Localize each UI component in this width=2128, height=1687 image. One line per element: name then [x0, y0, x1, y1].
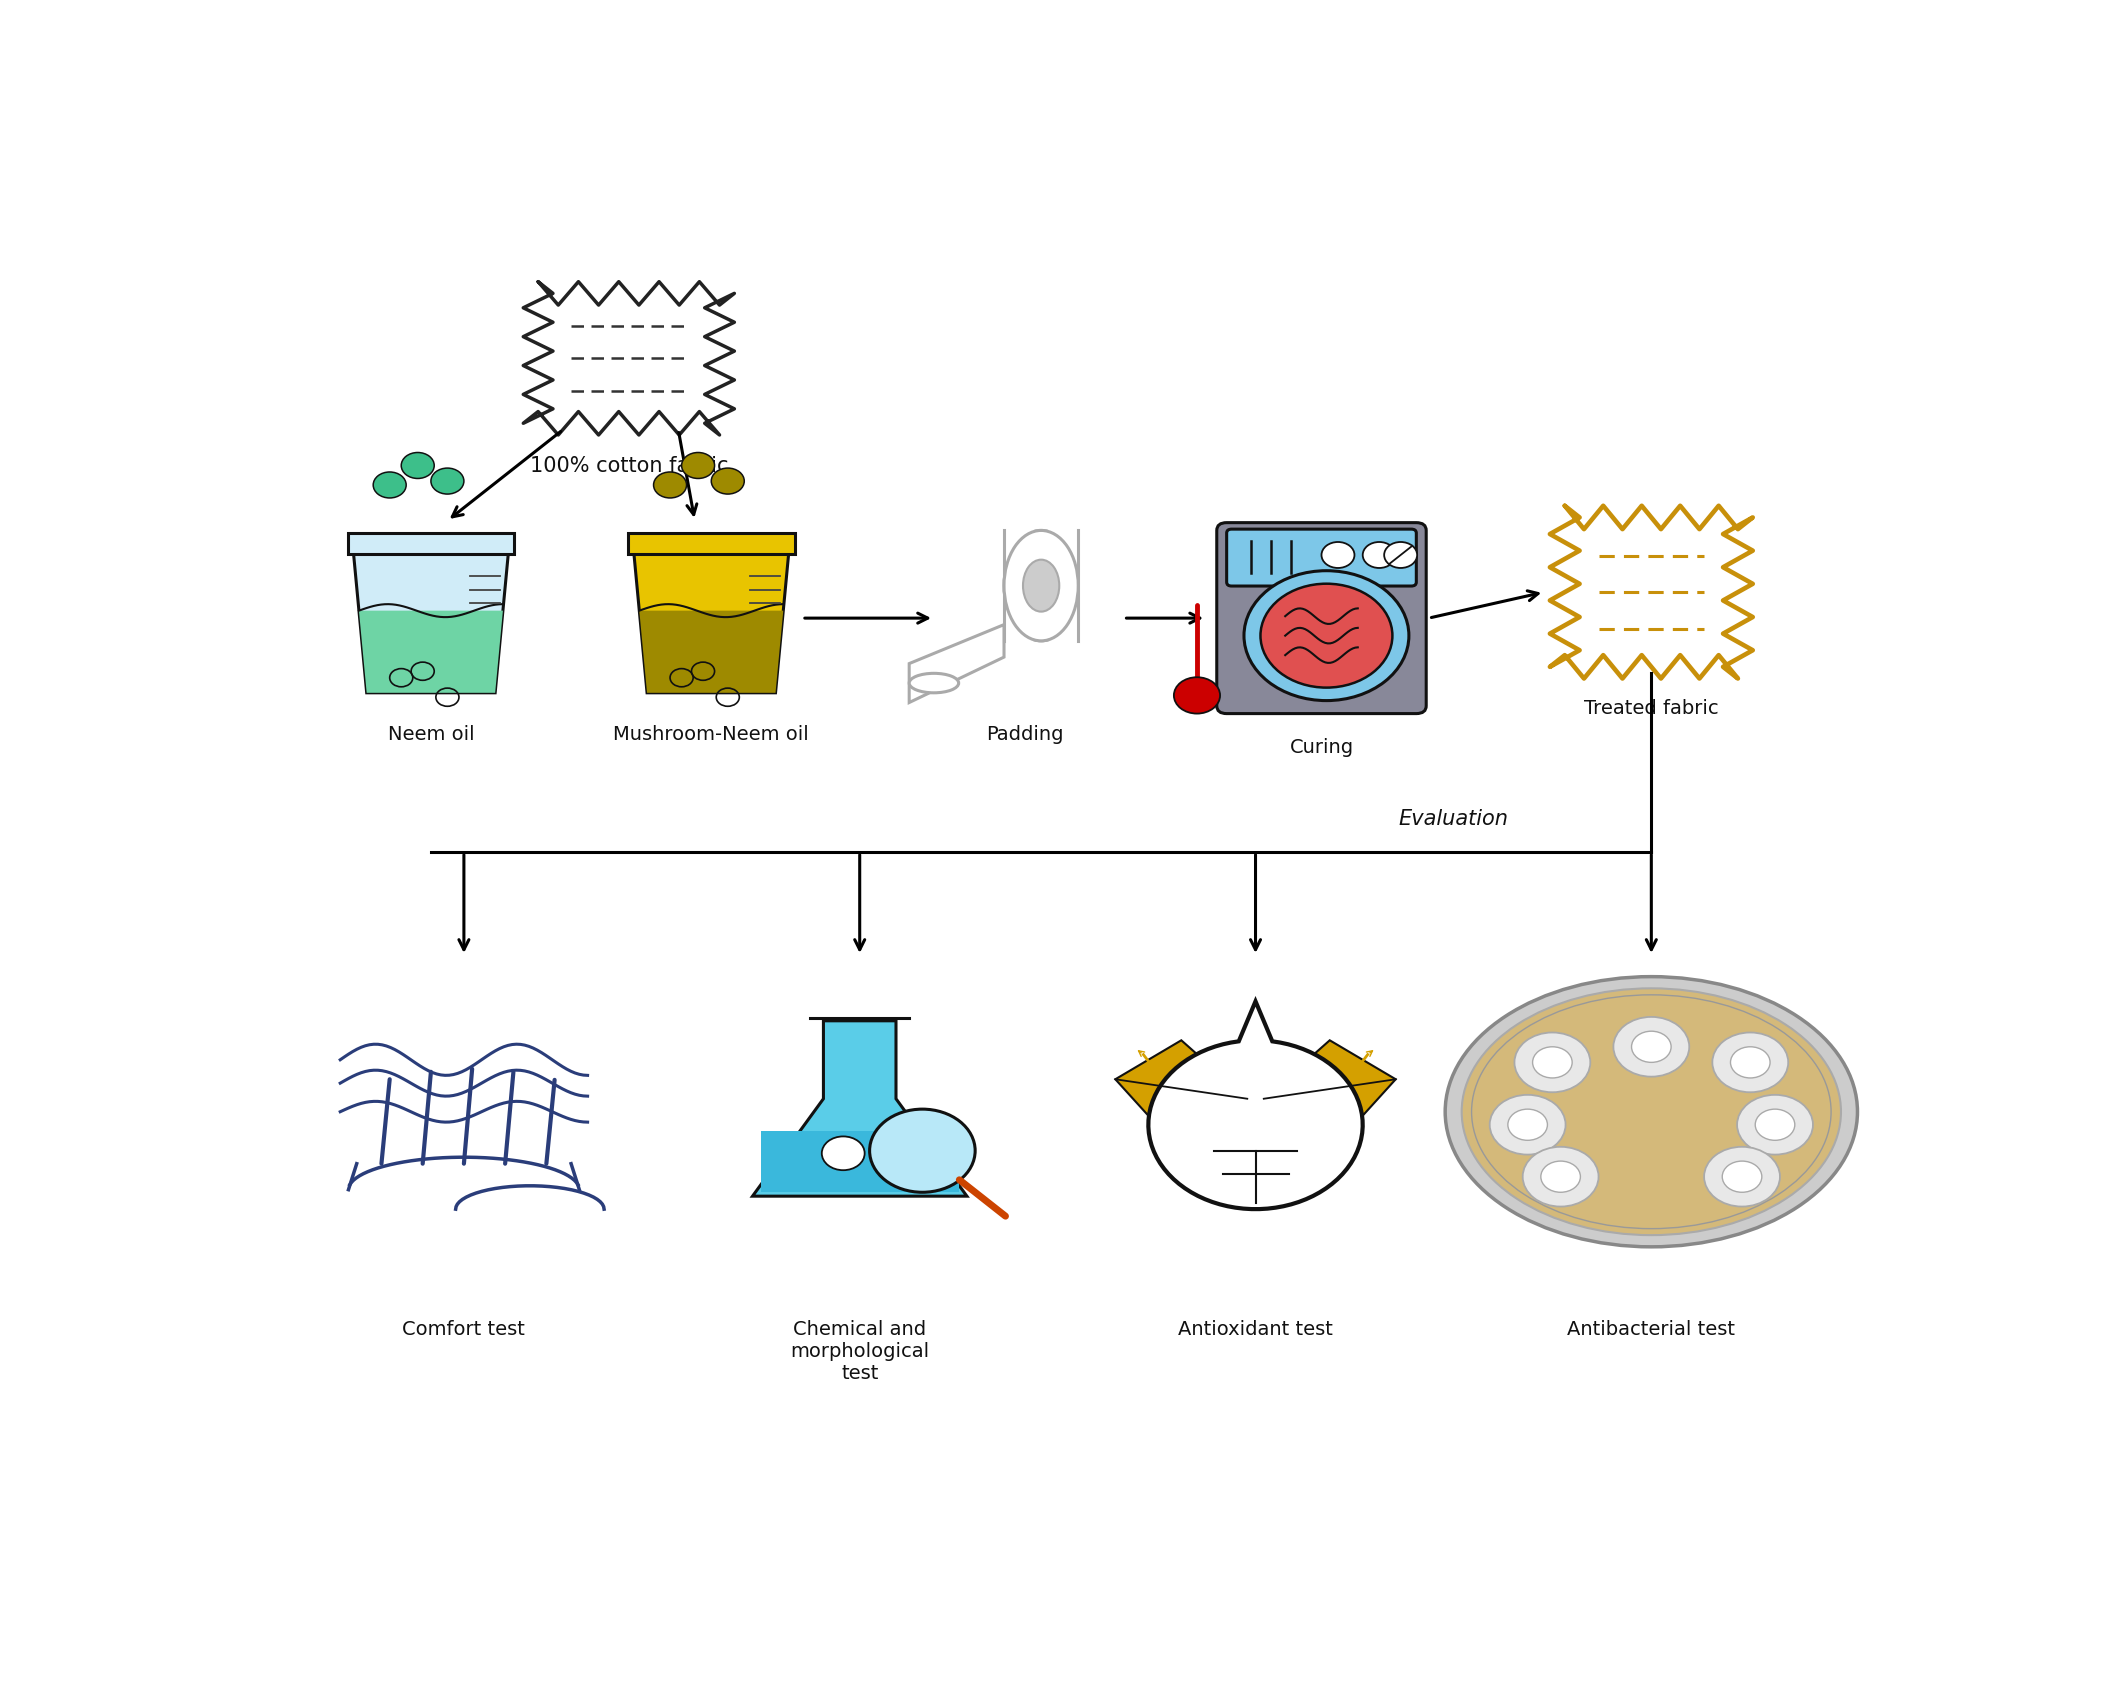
- FancyBboxPatch shape: [628, 533, 794, 553]
- Text: Mushroom-Neem oil: Mushroom-Neem oil: [613, 725, 809, 744]
- Circle shape: [372, 472, 406, 498]
- Polygon shape: [1149, 1002, 1362, 1210]
- Circle shape: [1362, 542, 1396, 569]
- Ellipse shape: [1024, 560, 1060, 612]
- Circle shape: [1175, 676, 1219, 714]
- Polygon shape: [360, 611, 502, 693]
- Circle shape: [1736, 1095, 1813, 1154]
- Circle shape: [1245, 570, 1409, 700]
- Polygon shape: [1549, 506, 1753, 678]
- Circle shape: [1524, 1147, 1598, 1206]
- Circle shape: [870, 1108, 975, 1193]
- Polygon shape: [353, 543, 509, 693]
- Circle shape: [1541, 1161, 1581, 1193]
- Text: Antibacterial test: Antibacterial test: [1568, 1319, 1734, 1338]
- Ellipse shape: [1004, 530, 1079, 641]
- Polygon shape: [1264, 1041, 1396, 1125]
- Polygon shape: [753, 1021, 966, 1196]
- Circle shape: [1260, 584, 1392, 688]
- Ellipse shape: [1004, 530, 1079, 641]
- Circle shape: [1722, 1161, 1762, 1193]
- Text: Antioxidant test: Antioxidant test: [1179, 1319, 1332, 1338]
- Text: Padding: Padding: [985, 725, 1064, 744]
- Circle shape: [1756, 1108, 1794, 1140]
- FancyBboxPatch shape: [347, 533, 515, 553]
- Circle shape: [1532, 1046, 1573, 1078]
- Polygon shape: [632, 543, 789, 693]
- Circle shape: [1490, 1095, 1566, 1154]
- Circle shape: [1713, 1032, 1788, 1091]
- Circle shape: [1509, 1108, 1547, 1140]
- Circle shape: [681, 452, 715, 479]
- Polygon shape: [1004, 530, 1079, 641]
- Ellipse shape: [1445, 977, 1858, 1247]
- Ellipse shape: [909, 673, 958, 693]
- Polygon shape: [909, 624, 1004, 702]
- Text: Treated fabric: Treated fabric: [1583, 700, 1719, 719]
- Circle shape: [1383, 542, 1417, 569]
- Polygon shape: [762, 1132, 958, 1193]
- FancyBboxPatch shape: [1226, 530, 1417, 585]
- Polygon shape: [523, 282, 734, 435]
- Circle shape: [1632, 1031, 1670, 1063]
- Circle shape: [1705, 1147, 1779, 1206]
- Text: Comfort test: Comfort test: [402, 1319, 526, 1338]
- Circle shape: [711, 467, 745, 494]
- Circle shape: [653, 472, 687, 498]
- Text: 100% cotton fabric: 100% cotton fabric: [530, 455, 728, 476]
- Circle shape: [430, 467, 464, 494]
- Ellipse shape: [1462, 989, 1841, 1235]
- Text: Chemical and
morphological
test: Chemical and morphological test: [789, 1319, 930, 1383]
- Text: Neem oil: Neem oil: [387, 725, 475, 744]
- Circle shape: [1515, 1032, 1590, 1091]
- Text: Evaluation: Evaluation: [1398, 808, 1509, 828]
- Polygon shape: [1115, 1041, 1247, 1125]
- Circle shape: [821, 1137, 864, 1171]
- Circle shape: [1321, 542, 1353, 569]
- Circle shape: [1613, 1017, 1690, 1076]
- Polygon shape: [638, 611, 783, 693]
- FancyBboxPatch shape: [1217, 523, 1426, 714]
- Text: Curing: Curing: [1290, 739, 1353, 757]
- Circle shape: [402, 452, 434, 479]
- Circle shape: [1730, 1046, 1770, 1078]
